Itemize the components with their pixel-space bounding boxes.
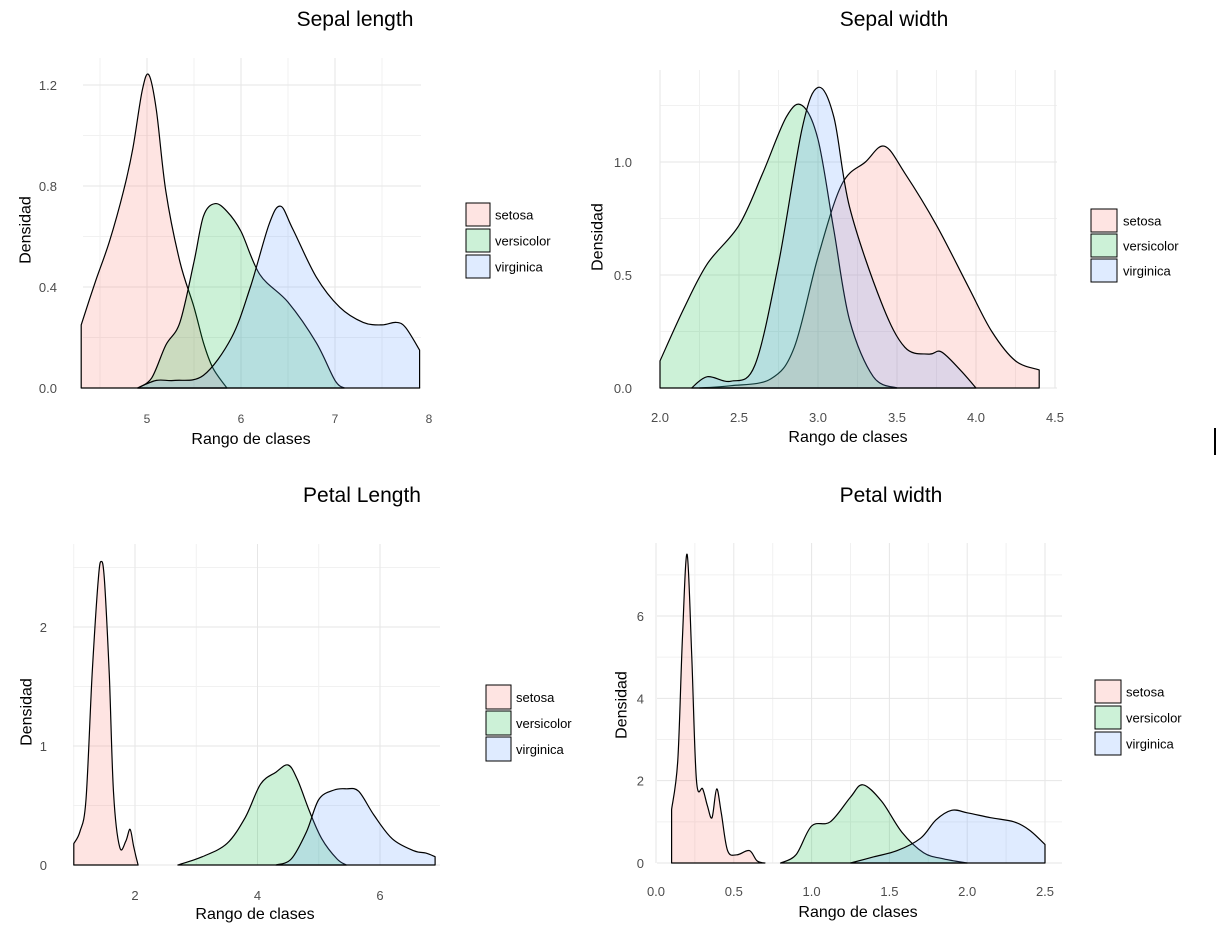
legend-label-setosa: setosa [516, 690, 555, 705]
density-setosa [73, 560, 139, 866]
text-cursor-caret [1214, 428, 1216, 455]
x-tick-label: 2.0 [958, 884, 976, 899]
x-axis-label: Rango de clases [798, 904, 917, 921]
y-tick-label: 0.4 [39, 280, 57, 295]
legend-label-setosa: setosa [1123, 214, 1162, 229]
y-tick-label: 0.8 [39, 179, 57, 194]
y-axis-label: Densidad [19, 678, 36, 746]
legend-key-versicolor [1090, 233, 1118, 258]
x-tick-label: 3.5 [888, 410, 906, 425]
legend-key-virginica [465, 254, 491, 279]
chart-title: Petal width [840, 484, 943, 507]
y-axis-label: Densidad [590, 203, 607, 271]
legend-key-versicolor [1094, 705, 1122, 730]
x-tick-label: 1.0 [803, 884, 821, 899]
density-virginica [275, 787, 436, 866]
panel-4: 0.0 0.5 1.0 1.5 2.0 2.5 0 2 4 6 Petal width Rango d… [614, 484, 1183, 921]
legend-key-versicolor [485, 710, 512, 736]
chart-title: Sepal length [297, 8, 414, 31]
density-setosa [80, 73, 228, 389]
chart-title: Petal Length [303, 484, 421, 507]
legend-key-setosa [1094, 679, 1122, 704]
y-tick-label: 1.2 [39, 78, 57, 93]
density-versicolor [177, 764, 347, 866]
y-tick-label: 4 [637, 691, 644, 706]
x-tick-label: 2.5 [1036, 884, 1054, 899]
x-tick-label: 4.0 [967, 410, 985, 425]
x-tick-label: 3.0 [809, 410, 827, 425]
legend-key-setosa [1090, 208, 1118, 233]
y-axis-label: Densidad [614, 671, 631, 739]
grid [655, 543, 1062, 864]
density-versicolor [137, 202, 345, 389]
legend-label-versicolor: versicolor [495, 234, 551, 249]
x-tick-label: 0.5 [725, 884, 743, 899]
legend-label-virginica: virginica [516, 742, 564, 757]
legend-key-versicolor [465, 228, 491, 253]
legend-label-virginica: virginica [1126, 737, 1174, 752]
chart-title: Sepal width [840, 8, 949, 31]
y-tick-label: 6 [637, 609, 644, 624]
y-tick-label: 1.0 [614, 155, 632, 170]
x-tick-label: 5 [144, 412, 151, 426]
panel-2: 2.0 2.5 3.0 3.5 4.0 4.5 0.0 0.5 1.0 Sepal width Ra… [590, 8, 1180, 446]
grid [73, 544, 440, 866]
density-virginica [691, 86, 977, 389]
x-axis-label: Rango de clases [195, 906, 314, 923]
x-tick-label: 6 [238, 412, 245, 426]
x-axis-label: Rango de clases [191, 431, 310, 448]
y-tick-label: 0 [40, 858, 47, 873]
legend: setosa versicolor virginica [465, 202, 551, 279]
density-virginica [849, 809, 1046, 864]
density-versicolor [779, 784, 968, 864]
y-tick-label: 0.0 [614, 381, 632, 396]
legend: setosa versicolor virginica [1090, 208, 1179, 283]
density-setosa [671, 553, 766, 864]
x-tick-label: 7 [332, 412, 339, 426]
legend-label-versicolor: versicolor [1123, 239, 1179, 254]
legend-key-virginica [1090, 258, 1118, 283]
x-tick-label: 6 [376, 888, 383, 903]
y-tick-label: 0.5 [614, 268, 632, 283]
x-axis-label: Rango de clases [788, 429, 907, 446]
x-tick-label: 2.5 [730, 410, 748, 425]
legend-label-virginica: virginica [495, 260, 543, 275]
legend-label-versicolor: versicolor [516, 716, 572, 731]
legend-label-versicolor: versicolor [1126, 711, 1182, 726]
x-tick-label: 1.5 [880, 884, 898, 899]
legend-key-setosa [485, 684, 512, 710]
legend: setosa versicolor virginica [485, 684, 572, 762]
legend-label-virginica: virginica [1123, 264, 1171, 279]
density-versicolor [659, 103, 898, 389]
legend-label-setosa: setosa [495, 208, 534, 223]
density-setosa [698, 145, 1040, 389]
x-tick-label: 0.0 [647, 884, 665, 899]
y-tick-label: 1 [40, 739, 47, 754]
legend-key-virginica [485, 736, 512, 762]
y-axis-label: Densidad [18, 196, 35, 264]
density-virginica [137, 205, 421, 389]
y-tick-label: 0 [637, 856, 644, 871]
y-tick-label: 2 [637, 774, 644, 789]
legend-key-virginica [1094, 731, 1122, 756]
panel-1: 5 6 7 8 0.0 0.4 0.8 1.2 Sepal length Rango de cla… [18, 8, 552, 448]
panel-3: 2 4 6 0 1 2 Petal Length Rango de clases Densida… [19, 484, 573, 923]
legend-label-setosa: setosa [1126, 685, 1165, 700]
y-tick-label: 2 [40, 620, 47, 635]
x-tick-label: 2.0 [651, 410, 669, 425]
legend-key-setosa [465, 202, 491, 227]
x-tick-label: 4.5 [1046, 410, 1064, 425]
x-tick-label: 8 [426, 412, 433, 426]
x-tick-label: 4 [254, 888, 261, 903]
x-tick-label: 2 [131, 888, 138, 903]
legend: setosa versicolor virginica [1094, 679, 1182, 756]
grid [659, 70, 1057, 389]
y-tick-label: 0.0 [39, 381, 57, 396]
